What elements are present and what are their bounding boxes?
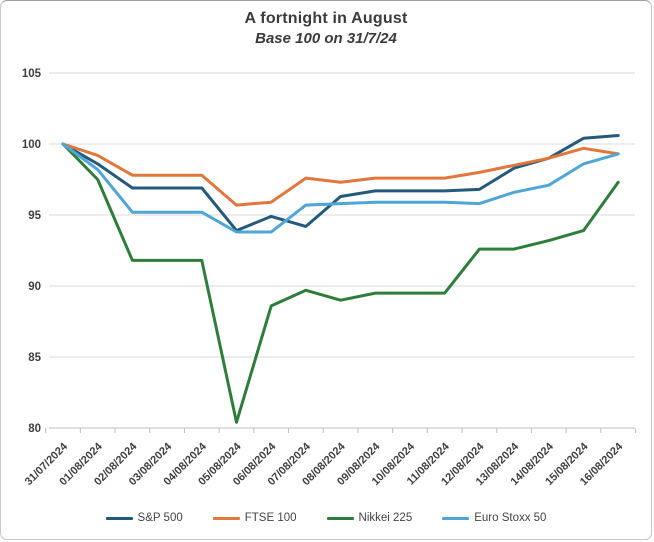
chart-title: A fortnight in August [244, 10, 408, 27]
y-tick-label: 80 [28, 423, 41, 435]
series-line-s-p-500 [61, 134, 620, 233]
y-tick-label: 100 [22, 139, 41, 151]
series-line-euro-stoxx-50 [61, 142, 620, 234]
plot-area: 8085909510010531/07/202401/08/202402/08/… [22, 68, 637, 488]
legend-label: Nikkei 225 [358, 512, 413, 524]
y-tick-label: 90 [28, 281, 41, 293]
chart-legend: S&P 500 FTSE 100 Nikkei 225 Euro Stoxx 50 [1, 505, 651, 531]
legend-item: FTSE 100 [212, 512, 297, 524]
series-line-ftse-100 [61, 142, 620, 207]
y-tick-label: 85 [28, 352, 41, 364]
legend-swatch-icon [212, 516, 240, 520]
legend-label: S&P 500 [137, 512, 183, 524]
legend-swatch-icon [105, 516, 133, 520]
y-tick-label: 105 [22, 68, 42, 80]
legend-swatch-icon [326, 516, 354, 520]
legend-label: FTSE 100 [244, 512, 297, 524]
legend-item: S&P 500 [105, 512, 183, 524]
chart-subtitle: Base 100 on 31/7/24 [255, 30, 397, 47]
legend-swatch-icon [442, 516, 470, 520]
legend-item: Nikkei 225 [326, 512, 413, 524]
legend-item: Euro Stoxx 50 [442, 512, 546, 524]
y-tick-label: 95 [28, 210, 41, 222]
legend-label: Euro Stoxx 50 [474, 512, 547, 524]
series-line-nikkei-225 [61, 142, 620, 424]
